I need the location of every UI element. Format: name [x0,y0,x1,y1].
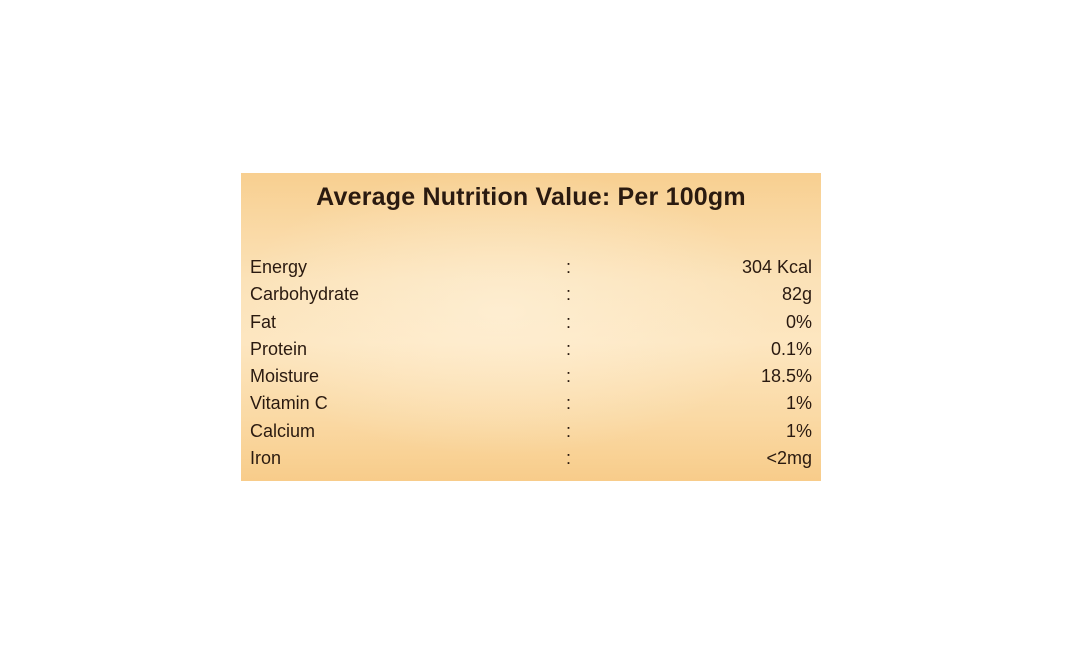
nutrient-separator: : [566,284,572,305]
nutrient-name: Energy [250,257,308,277]
nutrient-value: <2mg [766,448,812,469]
nutrient-value: 0% [785,311,812,332]
nutrient-row-carbohydrate: Carbohydrate : 82g [250,284,812,311]
nutrient-value: 304 Kcal [741,257,812,277]
nutrient-name: Iron [250,448,282,469]
nutrient-separator: : [566,311,572,332]
nutrient-value: 1% [785,420,812,441]
nutrient-row-protein: Protein : 0.1% [250,339,812,366]
nutrient-name: Moisture [250,366,320,387]
nutrient-row-iron: Iron : <2mg [250,448,812,475]
nutrient-value: 0.1% [770,338,812,359]
nutrient-row-calcium: Calcium : 1% [250,421,812,448]
nutrient-name: Carbohydrate [250,284,360,305]
nutrient-row-fat: Fat : 0% [250,312,812,339]
nutrient-separator: : [566,338,572,359]
nutrition-title: Average Nutrition Value: Per 100gm [316,183,746,211]
nutrient-separator: : [566,393,572,414]
nutrient-name: Calcium [250,420,316,441]
nutrient-row-moisture: Moisture : 18.5% [250,366,812,393]
nutrient-separator: : [566,420,572,441]
nutrient-value: 1% [785,393,812,414]
nutrient-separator: : [566,257,572,277]
nutrient-row-vitamin-c: Vitamin C : 1% [250,393,812,420]
nutrient-name: Protein [250,338,308,359]
nutrient-list: Energy : 304 Kcal Carbohydrate : 82g Fat… [250,257,812,475]
nutrient-separator: : [566,448,572,469]
nutrient-value: 82g [781,284,812,305]
nutrient-row-energy: Energy : 304 Kcal [250,257,812,284]
nutrient-name: Vitamin C [250,393,328,414]
nutrition-label-panel: Average Nutrition Value: Per 100gm Energ… [241,173,821,481]
nutrient-value: 18.5% [760,366,812,387]
nutrient-name: Fat [250,311,277,332]
nutrient-separator: : [566,366,572,387]
